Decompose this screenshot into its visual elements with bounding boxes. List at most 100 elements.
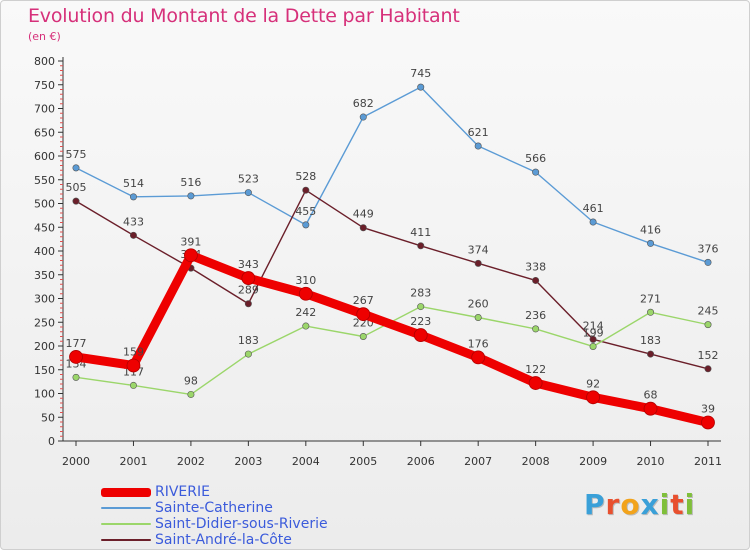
data-point bbox=[129, 381, 137, 389]
data-label: 159 bbox=[123, 345, 144, 358]
data-point bbox=[359, 224, 367, 232]
y-tick-label: 600 bbox=[34, 150, 55, 163]
data-point bbox=[72, 197, 80, 205]
data-point bbox=[643, 401, 658, 416]
data-point bbox=[474, 259, 482, 267]
data-label: 245 bbox=[698, 305, 719, 318]
data-point bbox=[241, 271, 256, 285]
logo-letter: o bbox=[620, 488, 641, 521]
y-tick-label: 300 bbox=[34, 293, 55, 306]
data-label: 223 bbox=[410, 315, 431, 328]
data-point bbox=[302, 221, 310, 229]
legend-label: RIVERIE bbox=[155, 484, 210, 500]
data-point bbox=[532, 276, 540, 284]
data-point bbox=[647, 350, 655, 358]
data-point bbox=[129, 231, 137, 239]
data-label: 122 bbox=[525, 363, 546, 376]
y-tick-label: 500 bbox=[34, 198, 55, 211]
data-label: 183 bbox=[640, 334, 661, 347]
data-point bbox=[474, 313, 482, 321]
data-point bbox=[704, 365, 712, 373]
data-label: 391 bbox=[180, 235, 201, 248]
data-label: 376 bbox=[698, 242, 719, 255]
series-line-saint-didier-sous-riverie bbox=[75, 305, 709, 396]
x-tick-label: 2000 bbox=[62, 455, 90, 468]
data-label: 566 bbox=[525, 152, 546, 165]
data-point bbox=[187, 192, 195, 200]
data-point bbox=[244, 300, 252, 308]
data-label: 514 bbox=[123, 177, 144, 190]
data-point bbox=[586, 390, 600, 405]
data-point bbox=[528, 376, 543, 390]
data-label: 310 bbox=[295, 274, 316, 287]
data-label: 260 bbox=[468, 298, 489, 311]
data-point bbox=[474, 142, 482, 150]
data-point bbox=[417, 303, 425, 311]
legend-label: Sainte-Catherine bbox=[155, 500, 273, 516]
y-tick-label: 150 bbox=[34, 364, 55, 377]
data-label: 183 bbox=[238, 334, 259, 347]
data-point bbox=[69, 350, 83, 364]
proxiti-logo: Proxiti bbox=[584, 488, 695, 521]
data-point bbox=[359, 332, 367, 340]
x-tick-label: 2003 bbox=[234, 455, 262, 468]
y-tick-label: 250 bbox=[34, 316, 55, 329]
data-point bbox=[244, 350, 252, 358]
data-label: 152 bbox=[698, 349, 719, 362]
legend-label: Saint-André-la-Côte bbox=[155, 532, 292, 548]
data-label: 98 bbox=[184, 374, 198, 387]
data-label: 267 bbox=[353, 294, 374, 307]
x-tick-label: 2006 bbox=[407, 455, 435, 468]
data-label: 271 bbox=[640, 292, 661, 305]
data-point bbox=[72, 164, 80, 172]
data-label: 682 bbox=[353, 97, 374, 110]
y-tick-label: 400 bbox=[34, 245, 55, 258]
data-point bbox=[244, 189, 252, 197]
data-label: 461 bbox=[583, 202, 604, 215]
series-line-riverie bbox=[71, 250, 713, 427]
x-tick-label: 2007 bbox=[464, 455, 492, 468]
data-label: 449 bbox=[353, 208, 374, 221]
data-label: 575 bbox=[66, 148, 87, 161]
x-tick-label: 2008 bbox=[522, 455, 550, 468]
legend-swatch bbox=[101, 523, 151, 525]
y-tick-label: 350 bbox=[34, 269, 55, 282]
legend-swatch bbox=[101, 507, 151, 509]
y-tick-label: 200 bbox=[34, 340, 55, 353]
data-label: 411 bbox=[410, 226, 431, 239]
data-point bbox=[72, 373, 80, 381]
data-label: 214 bbox=[583, 319, 604, 332]
data-point bbox=[704, 321, 712, 329]
logo-letter: t bbox=[670, 488, 685, 521]
data-point bbox=[184, 248, 198, 263]
y-tick-label: 700 bbox=[34, 103, 55, 116]
chart-unit-label: (en €) bbox=[28, 30, 61, 43]
data-label: 68 bbox=[644, 389, 658, 402]
x-tick-label: 2009 bbox=[579, 455, 607, 468]
x-tick-label: 2010 bbox=[637, 455, 665, 468]
data-point bbox=[647, 308, 655, 316]
chart-title: Evolution du Montant de la Dette par Hab… bbox=[28, 5, 460, 27]
data-point bbox=[701, 415, 715, 430]
data-point bbox=[647, 239, 655, 247]
data-point bbox=[589, 335, 597, 343]
logo-letter: i bbox=[684, 488, 696, 521]
data-label: 745 bbox=[410, 67, 431, 80]
data-point bbox=[704, 258, 712, 266]
logo-letter: r bbox=[605, 488, 621, 521]
data-point bbox=[129, 193, 137, 201]
data-label: 455 bbox=[295, 205, 316, 218]
data-point bbox=[417, 83, 425, 91]
data-label: 236 bbox=[525, 309, 546, 322]
data-label: 283 bbox=[410, 287, 431, 300]
data-label: 177 bbox=[66, 337, 87, 350]
legend-swatch bbox=[101, 487, 151, 497]
x-tick-label: 2001 bbox=[119, 455, 147, 468]
y-tick-label: 50 bbox=[41, 411, 55, 424]
data-point bbox=[302, 322, 310, 330]
y-tick-label: 0 bbox=[48, 435, 55, 448]
data-label: 505 bbox=[66, 181, 87, 194]
legend-swatch bbox=[101, 539, 151, 541]
